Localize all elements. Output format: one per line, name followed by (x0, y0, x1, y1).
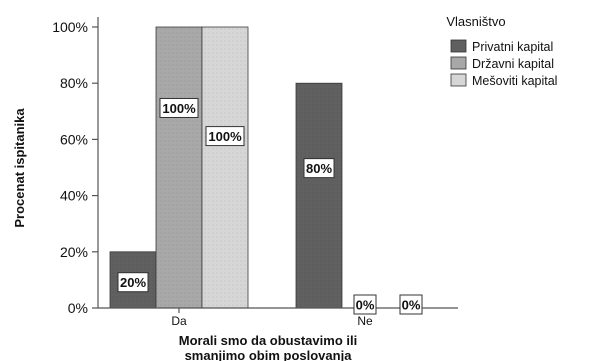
data-label-box (159, 97, 199, 118)
bar-texture (156, 27, 202, 308)
x-tick-label: Da (171, 314, 187, 328)
data-label: 0% (356, 298, 375, 313)
x-axis-label-line2: smanjimo obim poslovanja (185, 348, 353, 361)
y-tick-label: 0% (68, 300, 88, 316)
y-axis-label: Procenat ispitanika (12, 108, 27, 228)
y-tick-label: 40% (60, 188, 88, 204)
data-label: 80% (306, 161, 332, 176)
x-tick-label: Ne (357, 314, 373, 328)
data-label: 100% (162, 101, 196, 116)
data-label: 0% (402, 298, 421, 313)
legend-title: Vlasništvo (446, 14, 505, 29)
legend-label: Mešoviti kapital (472, 74, 557, 88)
data-label: 20% (120, 275, 146, 290)
data-label-box (303, 158, 335, 179)
y-tick-label: 60% (60, 131, 88, 147)
data-label-box (205, 126, 245, 147)
y-tick-label: 80% (60, 75, 88, 91)
legend-label: Privatni kapital (472, 40, 553, 54)
legend-swatch (450, 73, 467, 87)
data-label-box (353, 294, 377, 315)
bar-texture (296, 83, 342, 308)
legend-swatch (450, 39, 467, 53)
y-tick-label: 100% (52, 19, 88, 35)
data-label-box (117, 272, 149, 293)
legend-label: Državni kapital (472, 57, 554, 71)
data-label-box (399, 294, 423, 315)
data-label: 100% (208, 129, 242, 144)
legend-swatch (450, 56, 467, 70)
bar-texture (202, 27, 248, 308)
y-tick-label: 20% (60, 244, 88, 260)
x-axis-label-line1: Morali smo da obustavimo ili (179, 333, 357, 348)
